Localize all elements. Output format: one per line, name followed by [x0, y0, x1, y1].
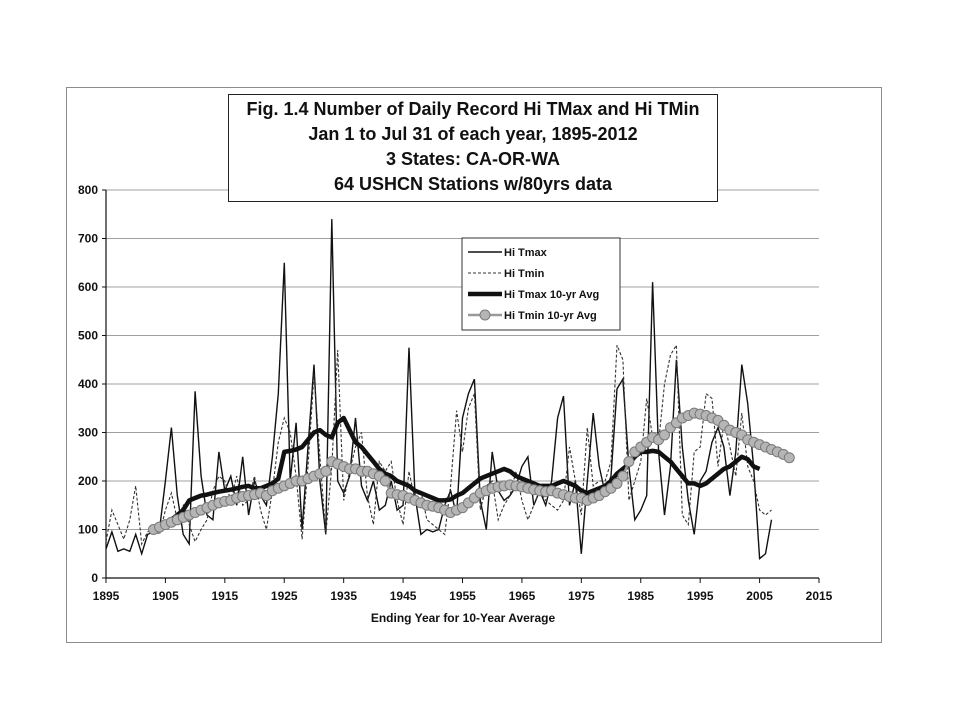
y-tick-label: 200 [78, 474, 98, 488]
axes [102, 189, 820, 583]
data-point-hi-tmin-10-yr-avg [320, 465, 332, 477]
legend-label-hi-tmax-10-yr-avg: Hi Tmax 10-yr Avg [504, 289, 599, 301]
x-axis-label: Ending Year for 10-Year Average [371, 611, 556, 625]
series-lines [105, 219, 795, 560]
data-point-hi-tmin-10-yr-avg [659, 429, 671, 441]
x-tick-label: 1935 [330, 589, 357, 603]
y-tick-label: 400 [78, 377, 98, 391]
x-tick-label: 1965 [509, 589, 536, 603]
chart-title-line-3: 3 States: CA-OR-WA [385, 149, 560, 169]
chart-title-line-4: 64 USHCN Stations w/80yrs data [333, 174, 613, 194]
x-tick-label: 1995 [687, 589, 714, 603]
x-tick-label: 1905 [152, 589, 179, 603]
legend-marker-hi-tmin-10-yr-avg [479, 309, 491, 321]
legend-label-hi-tmin-10-yr-avg: Hi Tmin 10-yr Avg [504, 310, 597, 322]
y-tick-labels: 0 100 200 300 400 500 600 700 800 [78, 183, 98, 585]
x-tick-label: 1915 [211, 589, 238, 603]
x-tick-label: 1985 [627, 589, 654, 603]
x-tick-label: 1945 [390, 589, 417, 603]
chart-title-line-2: Jan 1 to Jul 31 of each year, 1895-2012 [308, 124, 638, 144]
y-tick-label: 500 [78, 329, 98, 343]
data-point-hi-tmin-10-yr-avg [623, 456, 635, 468]
x-tick-labels: 1895 1905 1915 1925 1935 1945 1955 1965 1975 1985… [93, 589, 833, 603]
data-point-hi-tmin-10-yr-avg [379, 475, 391, 487]
legend: Hi Tmax Hi Tmin Hi Tmax 10-yr Avg Hi Tmin 1… [461, 237, 621, 331]
data-point-hi-tmin-10-yr-avg [611, 477, 623, 489]
data-point-hi-tmin-10-yr-avg [783, 452, 795, 464]
y-tick-label: 100 [78, 523, 98, 537]
chart-title-box: Fig. 1.4 Number of Daily Record Hi TMax … [228, 94, 718, 202]
y-tick-label: 600 [78, 280, 98, 294]
legend-label-hi-tmin: Hi Tmin [504, 268, 545, 280]
y-tick-label: 0 [91, 571, 98, 585]
x-tick-label: 1955 [449, 589, 476, 603]
x-tick-label: 2005 [746, 589, 773, 603]
x-tick-label: 1925 [271, 589, 298, 603]
y-tick-label: 300 [78, 426, 98, 440]
x-tick-label: 1895 [93, 589, 120, 603]
y-tick-label: 700 [78, 232, 98, 246]
legend-label-hi-tmax: Hi Tmax [504, 247, 548, 259]
data-point-hi-tmin-10-yr-avg [617, 470, 629, 482]
y-tick-label: 800 [78, 183, 98, 197]
x-tick-label: 2015 [806, 589, 833, 603]
chart-title-line-1: Fig. 1.4 Number of Daily Record Hi TMax … [246, 99, 700, 119]
series-line-hi-tmax [105, 219, 773, 560]
x-tick-label: 1975 [568, 589, 595, 603]
